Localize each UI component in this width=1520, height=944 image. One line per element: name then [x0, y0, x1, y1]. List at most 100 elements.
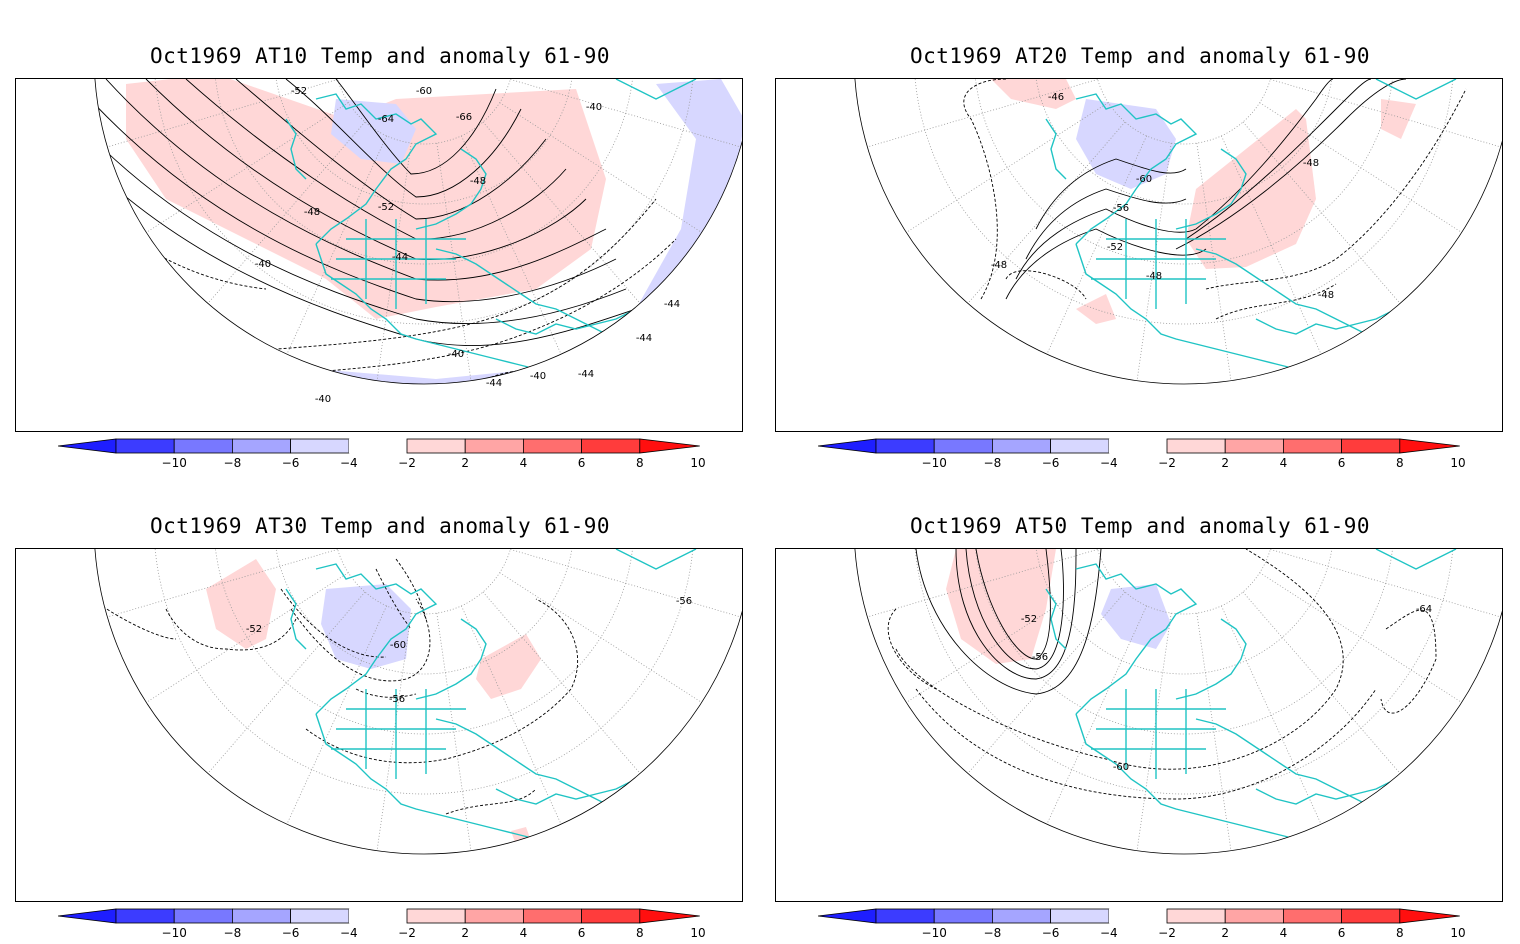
- colorbar-swatch: [1282, 438, 1342, 454]
- meridian-line: [1221, 135, 1322, 355]
- warm-anomaly-region: [476, 634, 541, 699]
- colorbar-swatch: [581, 438, 641, 454]
- temperature-contour: [1035, 158, 1187, 230]
- meridian-line: [867, 79, 1098, 148]
- colorbar-swatch: [115, 908, 175, 924]
- contour-label: -64: [1416, 604, 1432, 615]
- coastline: [1175, 618, 1247, 700]
- contour-label: -48: [1146, 271, 1162, 282]
- warm-anomaly-region: [206, 559, 276, 649]
- temperature-contour: [395, 558, 427, 620]
- meridian-line: [1259, 572, 1462, 703]
- colorbar-tick-label: −8: [983, 456, 1002, 470]
- temperature-contour: [145, 79, 587, 260]
- temperature-contour: [915, 549, 1102, 695]
- colorbar-svg: [818, 908, 1460, 924]
- contour-label: -44: [664, 299, 680, 310]
- map-content: [94, 549, 742, 854]
- meridian-line: [461, 135, 562, 355]
- temperature-contour: [1005, 270, 1087, 300]
- temperature-contour: [1205, 88, 1467, 290]
- colorbar-swatch: [464, 908, 524, 924]
- contour-label: -40: [530, 371, 546, 382]
- contour-label: -56: [1113, 203, 1129, 214]
- temperature-contour: [235, 79, 547, 220]
- colorbar-tick-label: −8: [223, 926, 242, 940]
- colorbar-tick-label: 2: [1221, 926, 1229, 940]
- colorbar-tick-label: −4: [1099, 456, 1118, 470]
- colorbar-tick-label: −10: [921, 926, 947, 940]
- temperature-contour: [887, 608, 937, 690]
- temperature-contour: [963, 79, 1007, 300]
- map-frame: -46 -48 -60 -56 -52 -48 -48 -48: [775, 78, 1503, 432]
- colorbar-tick-label: −4: [339, 926, 358, 940]
- temperature-contour: [94, 198, 657, 380]
- warm-anomaly-region: [946, 549, 1056, 664]
- colorbar-tick-label: −10: [921, 456, 947, 470]
- colorbar-tick-label: 2: [461, 926, 469, 940]
- contour-label: -48: [304, 207, 320, 218]
- meridian-line: [482, 591, 641, 774]
- map-svg: -52 -60 -56 -56: [94, 549, 742, 855]
- colorbar-tick-label: 6: [1337, 456, 1346, 470]
- colorbar-tick-label: 6: [1337, 926, 1346, 940]
- coastline: [1075, 93, 1198, 245]
- temperature-contour: [285, 79, 522, 198]
- contour-label: -60: [390, 640, 406, 651]
- colorbar-swatch: [1108, 439, 1167, 453]
- temperature-contour: [955, 549, 1077, 680]
- coastline: [1045, 118, 1067, 180]
- contour-label: -56: [389, 694, 405, 705]
- coastline: [315, 243, 537, 370]
- contour-label: -48: [1303, 158, 1319, 169]
- temperature-contour: [1025, 188, 1187, 260]
- cold-anomaly-region: [331, 99, 416, 164]
- colorbar-swatch: [406, 908, 466, 924]
- temperature-contour: [185, 79, 567, 240]
- colorbar-tick-label: −4: [1099, 926, 1118, 940]
- panel-title: Oct1969 AT50 Temp and anomaly 61-90: [909, 514, 1370, 538]
- map-panel-at20: Oct1969 AT20 Temp and anomaly 61-90 -46-…: [760, 0, 1520, 470]
- warm-anomaly-region: [126, 79, 606, 319]
- coastline: [525, 378, 547, 384]
- contour-label: -52: [1021, 614, 1037, 625]
- colorbar-tick-label: −8: [223, 456, 242, 470]
- colorbar-tick-label: −10: [161, 456, 187, 470]
- panel-title: Oct1969 AT30 Temp and anomaly 61-90: [149, 514, 610, 538]
- warm-anomaly-region: [991, 79, 1076, 109]
- cold-anomaly-region: [1076, 99, 1176, 189]
- colorbar-arrow-left: [58, 908, 117, 924]
- meridian-line: [146, 102, 349, 233]
- meridian-line: [207, 121, 366, 304]
- coastline: [615, 79, 697, 100]
- latitude-line: [1093, 549, 1275, 615]
- colorbar-swatch: [991, 908, 1051, 924]
- colorbar-tick-label: 4: [519, 456, 528, 470]
- coastline: [315, 563, 438, 715]
- colorbar-arrow-left: [58, 438, 117, 454]
- contour-label: -60: [1113, 762, 1129, 773]
- contour-label: -56: [676, 596, 692, 607]
- colorbar-swatch: [406, 438, 466, 454]
- contour-label: -40: [255, 259, 271, 270]
- temperature-contour: [895, 549, 1344, 770]
- map-edge: [94, 549, 742, 855]
- temperature-contour: [1195, 79, 1334, 230]
- colorbar-tick-label: −4: [339, 456, 358, 470]
- colorbar-tick-label: 4: [1279, 926, 1288, 940]
- meridian-line: [510, 79, 741, 148]
- meridian-line: [107, 79, 338, 148]
- contour-label: -52: [378, 202, 394, 213]
- temperature-contour: [335, 79, 497, 175]
- colorbar-swatch: [1050, 438, 1110, 454]
- colorbar-tick-label: −6: [281, 926, 300, 940]
- meridian-line: [1259, 102, 1462, 233]
- coastline: [1075, 713, 1297, 840]
- temperature-contour: [94, 118, 637, 347]
- contour-label: -52: [291, 86, 307, 97]
- map-panel-at30: Oct1969 AT30 Temp and anomaly 61-90 -52-…: [0, 470, 760, 940]
- map-edge: [854, 79, 1502, 385]
- colorbar-tick-label: 8: [635, 456, 644, 470]
- colorbar-tick-label: −2: [398, 456, 416, 470]
- contour-label: -64: [378, 114, 394, 125]
